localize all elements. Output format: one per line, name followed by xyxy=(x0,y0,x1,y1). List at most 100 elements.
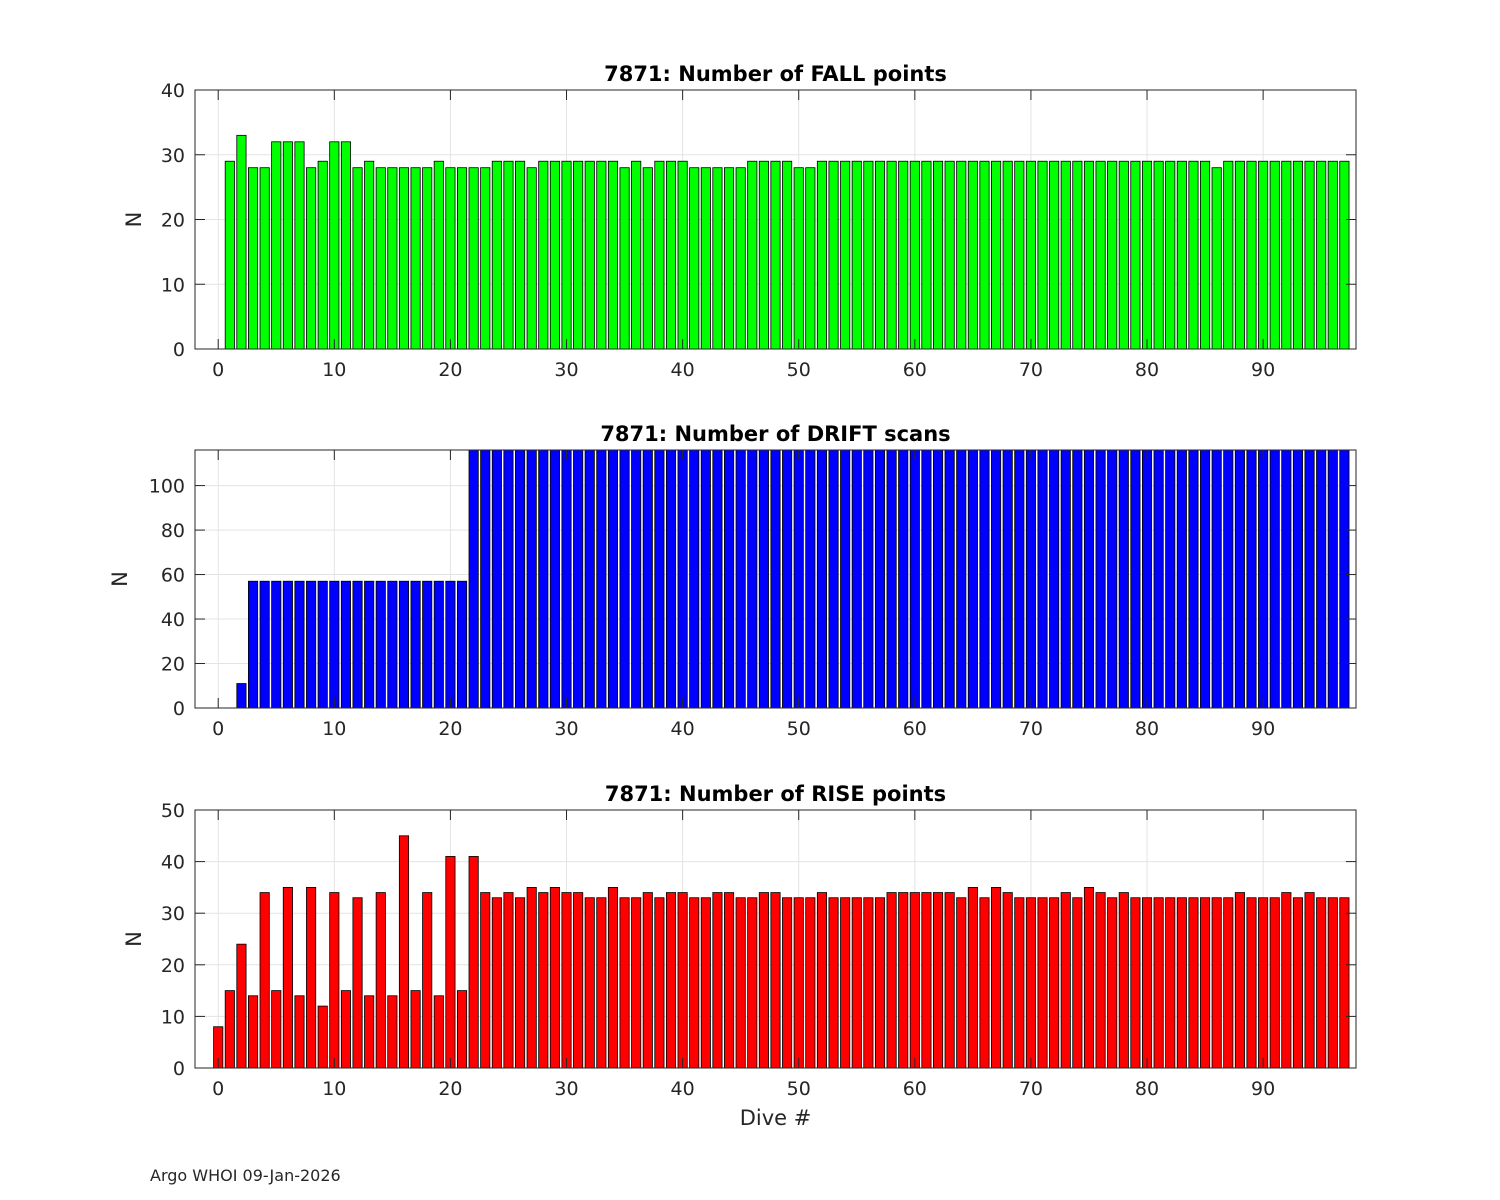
bar-dive-83 xyxy=(1176,897,1187,1069)
bar-dive-97 xyxy=(1339,160,1350,350)
y-tick-label: 40 xyxy=(161,852,185,874)
bar-dive-7 xyxy=(294,141,305,350)
axes-box xyxy=(194,449,1357,709)
x-tick-label: 80 xyxy=(1135,359,1159,381)
bar-dive-53 xyxy=(828,897,839,1069)
bar-dive-69 xyxy=(1014,897,1025,1069)
bar-dive-17 xyxy=(410,167,421,350)
bar-dive-38 xyxy=(654,449,665,709)
x-tick-label: 70 xyxy=(1019,1078,1043,1100)
bar-dive-19 xyxy=(433,160,444,350)
bar-dive-71 xyxy=(1037,160,1048,350)
bar-dive-76 xyxy=(1095,449,1106,709)
bar-dive-60 xyxy=(909,892,920,1069)
y-tick-label: 50 xyxy=(161,800,185,822)
bar-dive-36 xyxy=(631,449,642,709)
bar-dive-46 xyxy=(747,449,758,709)
bar-dive-6 xyxy=(282,141,293,350)
bar-dive-17 xyxy=(410,990,421,1069)
bar-dive-77 xyxy=(1107,897,1118,1069)
y-tick-label: 100 xyxy=(149,476,185,498)
x-tick-label: 40 xyxy=(671,718,695,740)
bar-dive-11 xyxy=(340,580,351,709)
bar-dive-97 xyxy=(1339,449,1350,709)
bar-dive-71 xyxy=(1037,449,1048,709)
bar-dive-46 xyxy=(747,160,758,350)
bar-dive-95 xyxy=(1316,160,1327,350)
y-tick-label: 0 xyxy=(173,698,185,720)
bar-dive-9 xyxy=(317,160,328,350)
bar-dive-39 xyxy=(665,449,677,709)
bar-dive-58 xyxy=(886,892,897,1069)
y-tick-label: 40 xyxy=(161,609,185,631)
bar-dive-64 xyxy=(956,897,967,1069)
bar-dive-36 xyxy=(631,897,642,1069)
bar-dive-91 xyxy=(1269,160,1280,350)
bar-dive-16 xyxy=(398,580,410,709)
x-tick-label: 20 xyxy=(438,1078,462,1100)
bar-dive-66 xyxy=(979,160,990,350)
bar-dive-41 xyxy=(689,897,700,1069)
y-tick-label: 0 xyxy=(173,1058,185,1080)
bar-dive-79 xyxy=(1130,897,1141,1069)
bar-dive-10 xyxy=(329,892,340,1069)
bar-dive-29 xyxy=(549,887,560,1069)
bar-dive-83 xyxy=(1176,160,1187,350)
bar-dive-31 xyxy=(573,160,584,350)
x-tick-label: 0 xyxy=(212,718,224,740)
bar-dive-21 xyxy=(456,990,468,1069)
bar-dive-20 xyxy=(445,580,456,709)
y-tick-label: 80 xyxy=(161,520,185,542)
bar-dive-8 xyxy=(306,887,317,1069)
bar-dive-26 xyxy=(515,897,526,1069)
bar-dive-88 xyxy=(1234,892,1245,1069)
bar-dive-55 xyxy=(851,449,862,709)
bar-dive-26 xyxy=(515,449,526,709)
bar-dive-3 xyxy=(248,167,259,350)
bar-dive-34 xyxy=(607,887,619,1069)
bar-dive-40 xyxy=(677,449,688,709)
bar-dive-27 xyxy=(526,449,537,709)
bar-dive-43 xyxy=(712,167,723,350)
x-tick-label: 60 xyxy=(903,1078,927,1100)
bar-dive-48 xyxy=(770,892,781,1069)
footer-credit: Argo WHOI 09-Jan-2026 xyxy=(150,1166,341,1185)
chart-panel-2: 0 10 20 30 40 50 60 70 80 90 0 20 40 60 80 100 7871: Num… xyxy=(108,422,1357,740)
bar-dive-70 xyxy=(1025,897,1036,1069)
bar-dive-30 xyxy=(561,449,572,709)
chart-title: 7871: Number of DRIFT scans xyxy=(600,422,950,446)
bar-dive-84 xyxy=(1188,160,1199,350)
y-tick-label: 60 xyxy=(161,565,185,587)
bar-dive-57 xyxy=(874,160,886,350)
x-tick-label: 10 xyxy=(322,1078,346,1100)
bar-dive-19 xyxy=(433,995,444,1069)
bar-dive-85 xyxy=(1200,449,1211,709)
bar-dive-81 xyxy=(1153,160,1164,350)
bar-dive-57 xyxy=(874,897,886,1069)
bar-dive-2 xyxy=(236,683,247,709)
bar-dive-1 xyxy=(224,990,235,1069)
bar-dive-51 xyxy=(805,897,816,1069)
bar-dive-33 xyxy=(596,449,607,709)
x-tick-label: 0 xyxy=(212,359,224,381)
bar-dive-89 xyxy=(1246,160,1257,350)
x-tick-label: 50 xyxy=(787,718,811,740)
bar-dive-16 xyxy=(398,835,410,1069)
bar-dive-45 xyxy=(735,167,746,350)
bar-dive-91 xyxy=(1269,449,1280,709)
bar-dive-43 xyxy=(712,892,723,1069)
bar-dive-7 xyxy=(294,995,305,1069)
bar-dive-96 xyxy=(1327,897,1338,1069)
bar-dive-71 xyxy=(1037,897,1048,1069)
bar-dive-53 xyxy=(828,160,839,350)
bar-dive-72 xyxy=(1049,449,1060,709)
bar-dive-78 xyxy=(1118,160,1129,350)
bar-dive-44 xyxy=(724,167,735,350)
bar-dive-94 xyxy=(1304,160,1315,350)
bar-dive-37 xyxy=(642,167,653,350)
bar-dive-97 xyxy=(1339,897,1350,1069)
bar-dive-28 xyxy=(538,160,549,350)
bar-dive-69 xyxy=(1014,160,1025,350)
bar-dive-4 xyxy=(259,167,270,350)
bar-dive-57 xyxy=(874,449,886,709)
